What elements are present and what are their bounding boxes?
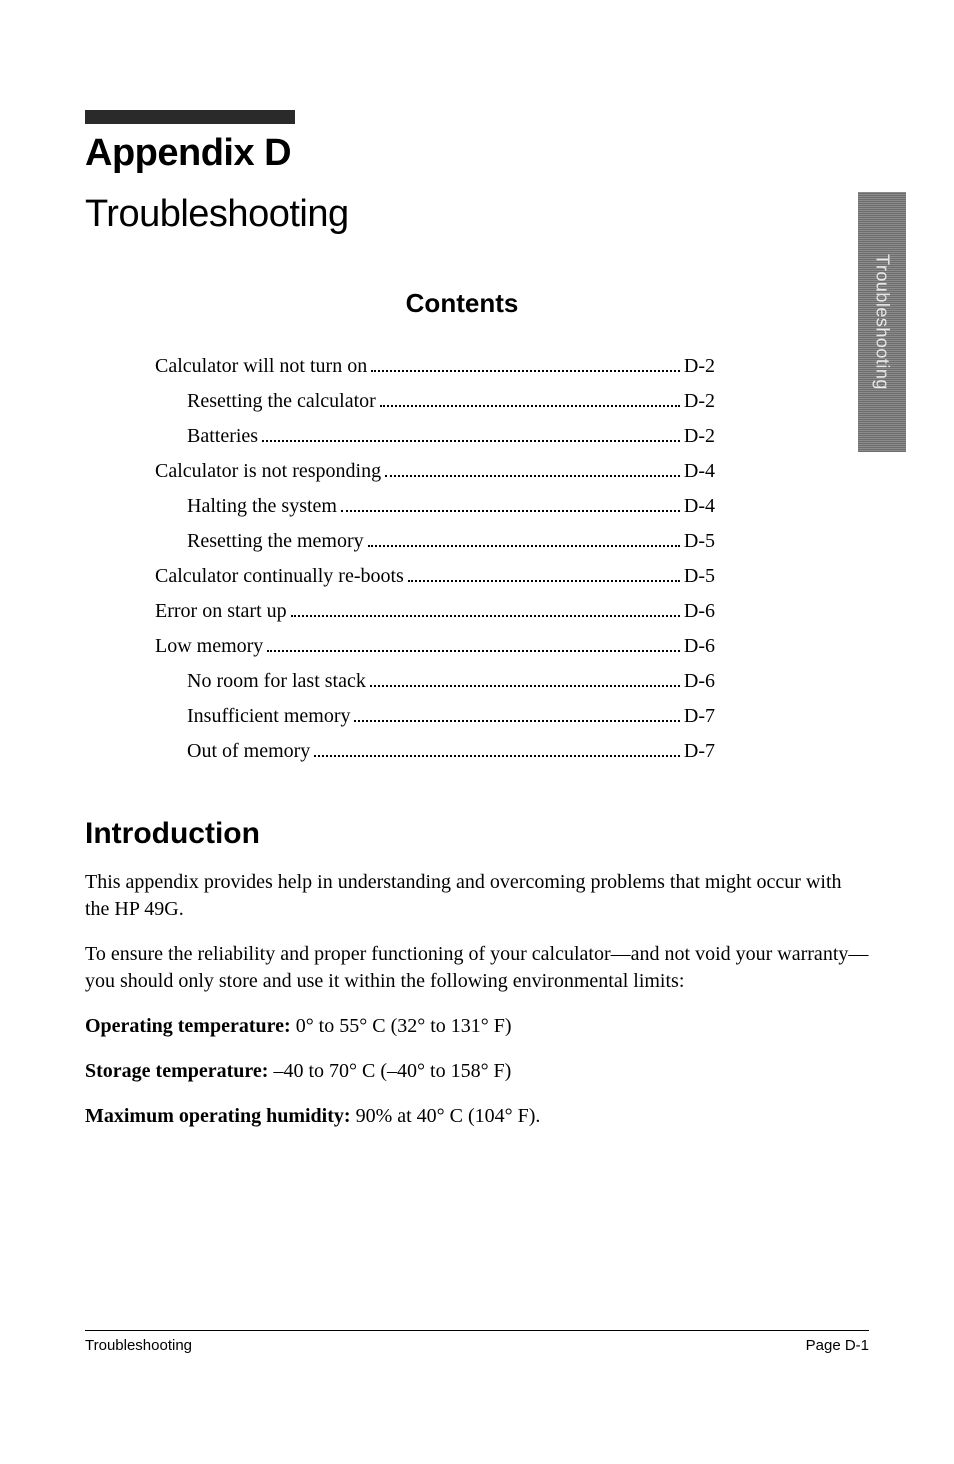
toc-leader-dots [371,370,680,372]
toc-entry-page: D-7 [684,699,715,734]
toc-entry-page: D-6 [684,629,715,664]
humidity-line: Maximum operating humidity: 90% at 40° C… [85,1103,869,1130]
page-footer: Troubleshooting Page D-1 [85,1330,869,1354]
toc-entry-label: Calculator is not responding [155,454,381,489]
appendix-label: Appendix D [85,132,869,175]
humidity-value: 90% at 40° C (104° F). [351,1105,541,1127]
toc-entry-label: Insufficient memory [187,699,350,734]
toc-entry-page: D-6 [684,594,715,629]
toc-entry-label: Halting the system [187,489,337,524]
toc-leader-dots [291,615,680,617]
toc-entry: Resetting the memory D-5 [155,524,715,559]
toc-entry-label: Calculator continually re-boots [155,559,404,594]
intro-paragraph-1: This appendix provides help in understan… [85,869,869,923]
storage-temperature-line: Storage temperature: –40 to 70° C (–40° … [85,1058,869,1085]
toc-entry: Low memory D-6 [155,629,715,664]
toc-entry: Out of memory D-7 [155,734,715,769]
table-of-contents: Calculator will not turn onD-2Resetting … [155,349,715,769]
chapter-title: Troubleshooting [85,193,869,236]
intro-paragraph-2: To ensure the reliability and proper fun… [85,941,869,995]
toc-entry-page: D-4 [684,489,715,524]
toc-leader-dots [354,720,679,722]
contents-heading: Contents [55,288,869,319]
toc-leader-dots [314,755,680,757]
storage-temperature-label: Storage temperature: [85,1060,268,1082]
toc-leader-dots [341,510,680,512]
operating-temperature-line: Operating temperature: 0° to 55° C (32° … [85,1013,869,1040]
toc-leader-dots [408,580,680,582]
toc-leader-dots [267,650,680,652]
header-accent-bar [85,110,295,124]
storage-temperature-value: –40 to 70° C (–40° to 158° F) [268,1060,511,1082]
toc-entry-label: Batteries [187,419,258,454]
toc-entry-page: D-6 [684,664,715,699]
toc-leader-dots [368,545,680,547]
toc-entry-label: Resetting the calculator [187,384,376,419]
toc-entry: Batteries D-2 [155,419,715,454]
operating-temperature-label: Operating temperature: [85,1015,291,1037]
toc-entry-page: D-5 [684,524,715,559]
toc-entry-label: Out of memory [187,734,310,769]
toc-entry-page: D-2 [684,384,715,419]
toc-leader-dots [370,685,680,687]
toc-entry: Halting the system D-4 [155,489,715,524]
toc-entry: Calculator is not responding D-4 [155,454,715,489]
humidity-label: Maximum operating humidity: [85,1105,351,1127]
page-container: Appendix D Troubleshooting Contents Calc… [0,0,954,1130]
toc-entry-page: D-5 [684,559,715,594]
toc-entry-page: D-2 [684,349,715,384]
toc-entry-label: Resetting the memory [187,524,364,559]
toc-entry: No room for last stack D-6 [155,664,715,699]
side-tab: Troubleshooting [858,192,906,452]
footer-right: Page D-1 [806,1337,869,1354]
side-tab-label: Troubleshooting [872,254,893,390]
toc-leader-dots [380,405,680,407]
toc-entry: Calculator will not turn on D-2 [155,349,715,384]
operating-temperature-value: 0° to 55° C (32° to 131° F) [291,1015,512,1037]
toc-entry-label: No room for last stack [187,664,366,699]
toc-entry: Calculator continually re-boots D-5 [155,559,715,594]
toc-entry-label: Low memory [155,629,263,664]
toc-entry-page: D-4 [684,454,715,489]
introduction-heading: Introduction [85,817,869,851]
toc-entry-label: Calculator will not turn on [155,349,367,384]
toc-entry-page: D-7 [684,734,715,769]
toc-entry-label: Error on start up [155,594,287,629]
toc-entry: Resetting the calculator D-2 [155,384,715,419]
footer-left: Troubleshooting [85,1337,192,1354]
toc-entry: Insufficient memory D-7 [155,699,715,734]
toc-leader-dots [262,440,680,442]
toc-entry-page: D-2 [684,419,715,454]
toc-leader-dots [385,475,680,477]
toc-entry: Error on start up D-6 [155,594,715,629]
